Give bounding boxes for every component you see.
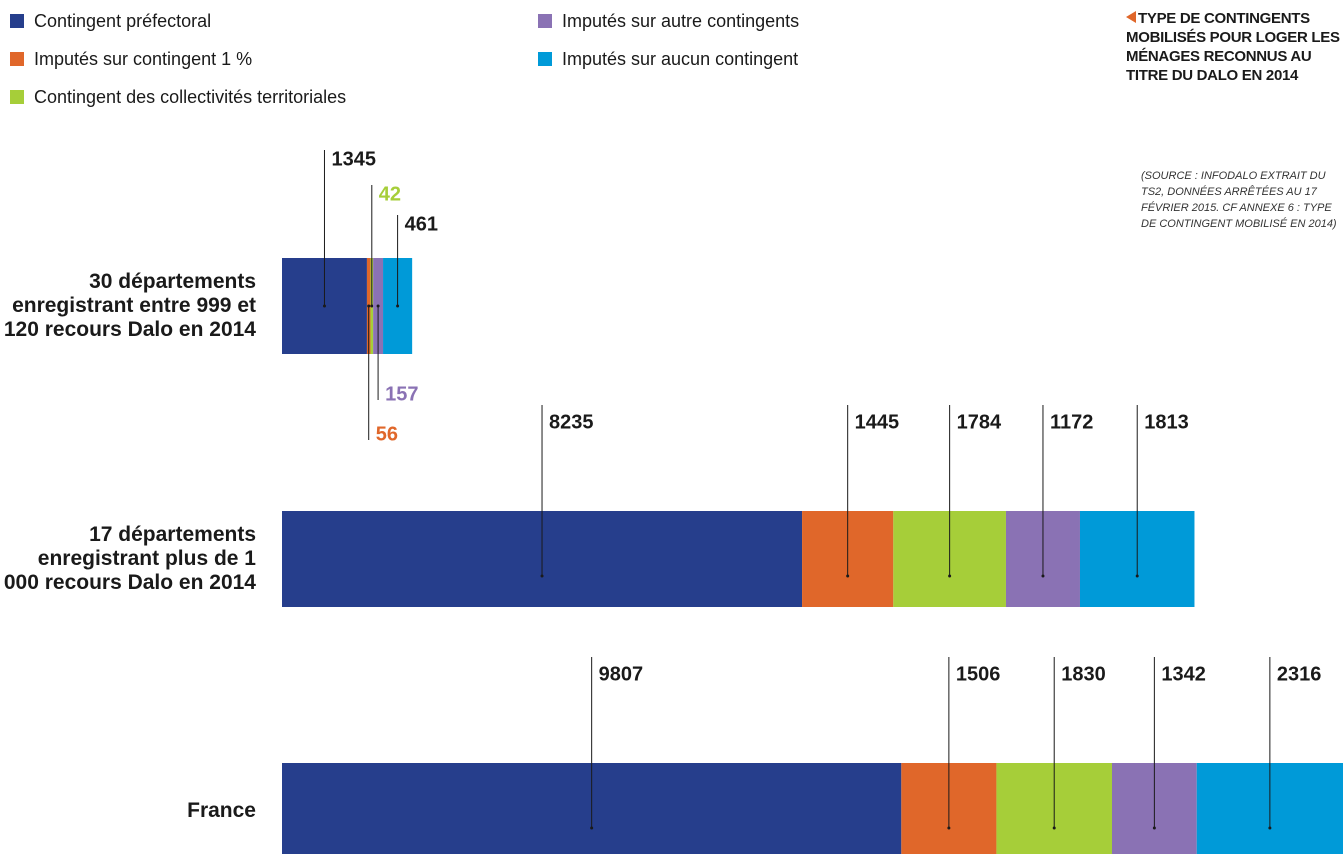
legend-item: Imputés sur autre contingents: [538, 10, 799, 32]
leader-dot: [376, 304, 380, 308]
leader-dot: [947, 826, 951, 830]
leader-dot: [1152, 826, 1156, 830]
legend-label: Contingent préfectoral: [34, 10, 212, 31]
legend-item: Imputés sur aucun contingent: [538, 48, 798, 70]
value-label: 1445: [855, 411, 900, 433]
legend-item: Imputés sur contingent 1 %: [10, 48, 252, 70]
legend-label: Imputés sur aucun contingent: [562, 48, 799, 69]
value-label: 1342: [1161, 663, 1206, 685]
category-label: France: [187, 799, 256, 822]
legend-label: Contingent des collectivités territorial…: [34, 86, 347, 107]
legend-swatch: [538, 52, 552, 66]
value-label: 56: [376, 423, 398, 445]
leader-dot: [322, 304, 326, 308]
legend-swatch: [10, 90, 24, 104]
value-label: 9807: [599, 663, 644, 685]
legend-swatch: [538, 14, 552, 28]
value-label: 157: [385, 383, 418, 405]
value-label: 1172: [1050, 411, 1093, 433]
chart-title-block: TYPE DE CONTINGENTS MOBILISÉS POUR LOGER…: [1126, 9, 1341, 85]
value-label: 1345: [331, 148, 376, 170]
source-note: (SOURCE : INFODALO EXTRAIT DU TS2, DONNÉ…: [1141, 170, 1337, 230]
leader-dot: [370, 304, 374, 308]
legend-label: Imputés sur contingent 1 %: [34, 48, 253, 69]
category-label: 30 départements enregistrant entre 999 e…: [3, 270, 256, 341]
leader-dot: [948, 574, 952, 578]
legend-item: Contingent des collectivités territorial…: [10, 86, 346, 108]
leader-dot: [590, 826, 594, 830]
legend-item: Contingent préfectoral: [10, 10, 211, 32]
leader-dot: [367, 304, 371, 308]
value-label: 1784: [957, 411, 1002, 433]
leader-dot: [1268, 826, 1272, 830]
value-label: 1506: [956, 663, 1001, 685]
chart-title: TYPE DE CONTINGENTS MOBILISÉS POUR LOGER…: [1126, 10, 1340, 84]
leader-dot: [540, 574, 544, 578]
leader-dot: [396, 304, 400, 308]
value-label: 8235: [549, 411, 594, 433]
legend-swatch: [10, 52, 24, 66]
leader-dot: [1135, 574, 1139, 578]
value-label: 2316: [1277, 663, 1322, 685]
title-marker: [1126, 11, 1136, 23]
leader-dot: [1041, 574, 1045, 578]
value-label: 461: [405, 213, 438, 235]
category-label: 17 départements enregistrant plus de 1 0…: [3, 523, 256, 594]
leader-dot: [1052, 826, 1056, 830]
legend-swatch: [10, 14, 24, 28]
value-label: 1830: [1061, 663, 1106, 685]
value-label: 42: [379, 183, 401, 205]
legend-label: Imputés sur autre contingents: [562, 10, 800, 31]
leader-dot: [846, 574, 850, 578]
value-label: 1813: [1144, 411, 1189, 433]
